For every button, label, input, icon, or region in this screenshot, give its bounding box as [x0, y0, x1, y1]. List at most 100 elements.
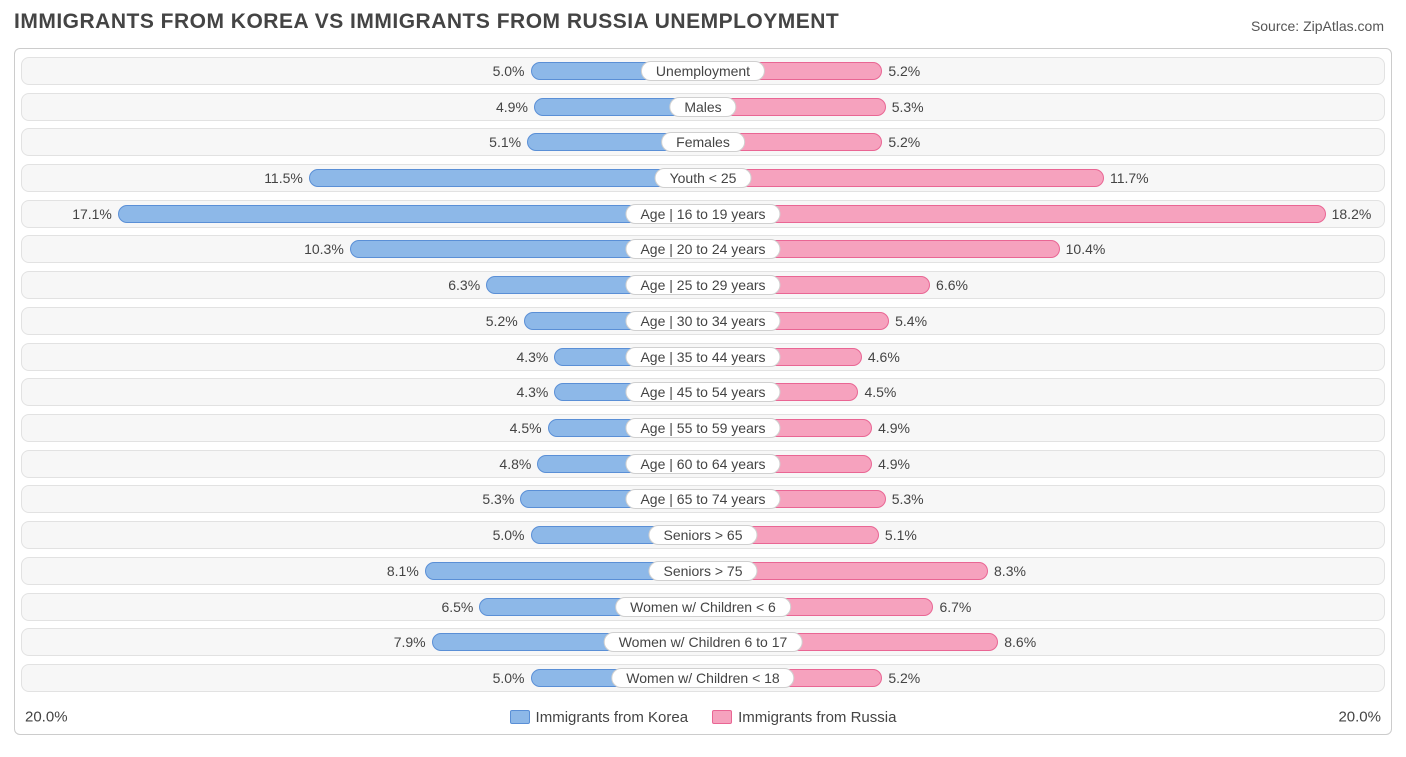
source-name: ZipAtlas.com — [1303, 18, 1384, 34]
value-label-right: 5.4% — [895, 313, 927, 329]
row-left-half: 11.5% — [21, 164, 703, 192]
chart-row: 6.3%6.6%Age | 25 to 29 years — [21, 271, 1385, 299]
row-left-half: 8.1% — [21, 557, 703, 585]
category-label: Age | 45 to 54 years — [625, 382, 780, 402]
category-label: Females — [661, 132, 745, 152]
value-label-right: 4.9% — [878, 420, 910, 436]
value-label-left: 5.2% — [486, 313, 518, 329]
row-right-half: 11.7% — [703, 164, 1385, 192]
value-label-right: 4.9% — [878, 456, 910, 472]
chart-row: 4.5%4.9%Age | 55 to 59 years — [21, 414, 1385, 442]
row-right-half: 5.2% — [703, 57, 1385, 85]
row-right-half: 5.3% — [703, 93, 1385, 121]
value-label-right: 10.4% — [1066, 241, 1106, 257]
row-left-half: 5.0% — [21, 664, 703, 692]
row-right-half: 18.2% — [703, 200, 1385, 228]
value-label-left: 5.0% — [493, 527, 525, 543]
row-left-half: 17.1% — [21, 200, 703, 228]
value-label-right: 4.6% — [868, 349, 900, 365]
bar-left — [309, 169, 703, 187]
value-label-right: 8.6% — [1004, 634, 1036, 650]
category-label: Seniors > 65 — [649, 525, 758, 545]
row-right-half: 6.7% — [703, 593, 1385, 621]
row-right-half: 5.2% — [703, 664, 1385, 692]
value-label-right: 18.2% — [1332, 206, 1372, 222]
category-label: Age | 60 to 64 years — [625, 454, 780, 474]
chart-row: 5.0% 5.1%Seniors > 65 — [21, 521, 1385, 549]
row-left-half: 5.3% — [21, 485, 703, 513]
row-left-half: 7.9% — [21, 628, 703, 656]
row-left-half: 5.1% — [21, 128, 703, 156]
header: IMMIGRANTS FROM KOREA VS IMMIGRANTS FROM… — [0, 0, 1406, 38]
chart-row: 10.3%10.4%Age | 20 to 24 years — [21, 235, 1385, 263]
value-label-left: 4.5% — [510, 420, 542, 436]
source-attribution: Source: ZipAtlas.com — [1251, 18, 1384, 34]
category-label: Age | 65 to 74 years — [625, 489, 780, 509]
value-label-left: 6.3% — [448, 277, 480, 293]
value-label-right: 5.2% — [888, 63, 920, 79]
legend-swatch-right-icon — [712, 710, 732, 724]
value-label-left: 5.0% — [493, 670, 525, 686]
bar-right — [703, 169, 1104, 187]
row-right-half: 5.1% — [703, 521, 1385, 549]
category-label: Women w/ Children < 18 — [611, 668, 794, 688]
chart-row: 4.8% 4.9% Age | 60 to 64 years — [21, 450, 1385, 478]
chart-row: 6.5% 6.7% Women w/ Children < 6 — [21, 593, 1385, 621]
axis-max-right: 20.0% — [1338, 709, 1381, 726]
value-label-right: 6.6% — [936, 277, 968, 293]
chart-row: 4.3% 4.6% Age | 35 to 44 years — [21, 343, 1385, 371]
category-label: Age | 35 to 44 years — [625, 347, 780, 367]
category-label: Women w/ Children < 6 — [615, 597, 791, 617]
row-left-half: 4.3% — [21, 343, 703, 371]
value-label-right: 6.7% — [939, 599, 971, 615]
bar-left — [118, 205, 703, 223]
category-label: Males — [669, 97, 736, 117]
chart-row: 7.9%8.6%Women w/ Children 6 to 17 — [21, 628, 1385, 656]
row-left-half: 5.2% — [21, 307, 703, 335]
value-label-left: 17.1% — [72, 206, 112, 222]
chart-row: 4.9% 5.3%Males — [21, 93, 1385, 121]
chart-area: 5.0%5.2%Unemployment4.9%5.3%Males5.1%5.2… — [14, 48, 1392, 735]
row-right-half: 5.4% — [703, 307, 1385, 335]
value-label-left: 4.3% — [516, 384, 548, 400]
row-left-half: 6.3% — [21, 271, 703, 299]
category-label: Youth < 25 — [655, 168, 752, 188]
value-label-left: 4.3% — [516, 349, 548, 365]
chart-row: 5.2%5.4%Age | 30 to 34 years — [21, 307, 1385, 335]
value-label-left: 5.0% — [493, 63, 525, 79]
chart-row: 5.1% 5.2% Females — [21, 128, 1385, 156]
value-label-right: 5.2% — [888, 670, 920, 686]
row-left-half: 10.3% — [21, 235, 703, 263]
chart-container: IMMIGRANTS FROM KOREA VS IMMIGRANTS FROM… — [0, 0, 1406, 757]
row-left-half: 6.5% — [21, 593, 703, 621]
value-label-left: 6.5% — [441, 599, 473, 615]
value-label-left: 10.3% — [304, 241, 344, 257]
chart-row: 8.1% 8.3% Seniors > 75 — [21, 557, 1385, 585]
legend-item-right: Immigrants from Russia — [712, 709, 896, 726]
legend: Immigrants from Korea Immigrants from Ru… — [510, 709, 897, 726]
value-label-right: 5.2% — [888, 134, 920, 150]
category-label: Seniors > 75 — [649, 561, 758, 581]
value-label-right: 11.7% — [1110, 170, 1149, 186]
chart-row: 4.3% 4.5% Age | 45 to 54 years — [21, 378, 1385, 406]
row-right-half: 8.3% — [703, 557, 1385, 585]
row-left-half: 4.8% — [21, 450, 703, 478]
category-label: Age | 16 to 19 years — [625, 204, 780, 224]
chart-row: 5.0% 5.2% Women w/ Children < 18 — [21, 664, 1385, 692]
bar-right — [703, 205, 1326, 223]
value-label-right: 8.3% — [994, 563, 1026, 579]
value-label-right: 4.5% — [864, 384, 896, 400]
row-right-half: 5.3% — [703, 485, 1385, 513]
value-label-left: 5.1% — [489, 134, 521, 150]
row-left-half: 5.0% — [21, 57, 703, 85]
row-right-half: 6.6% — [703, 271, 1385, 299]
value-label-left: 4.8% — [499, 456, 531, 472]
row-right-half: 8.6% — [703, 628, 1385, 656]
chart-title: IMMIGRANTS FROM KOREA VS IMMIGRANTS FROM… — [14, 10, 839, 34]
chart-row: 5.0% 5.2% Unemployment — [21, 57, 1385, 85]
value-label-left: 4.9% — [496, 99, 528, 115]
value-label-right: 5.3% — [892, 491, 924, 507]
axis-max-left: 20.0% — [25, 709, 68, 726]
row-right-half: 4.5% — [703, 378, 1385, 406]
category-label: Unemployment — [641, 61, 765, 81]
